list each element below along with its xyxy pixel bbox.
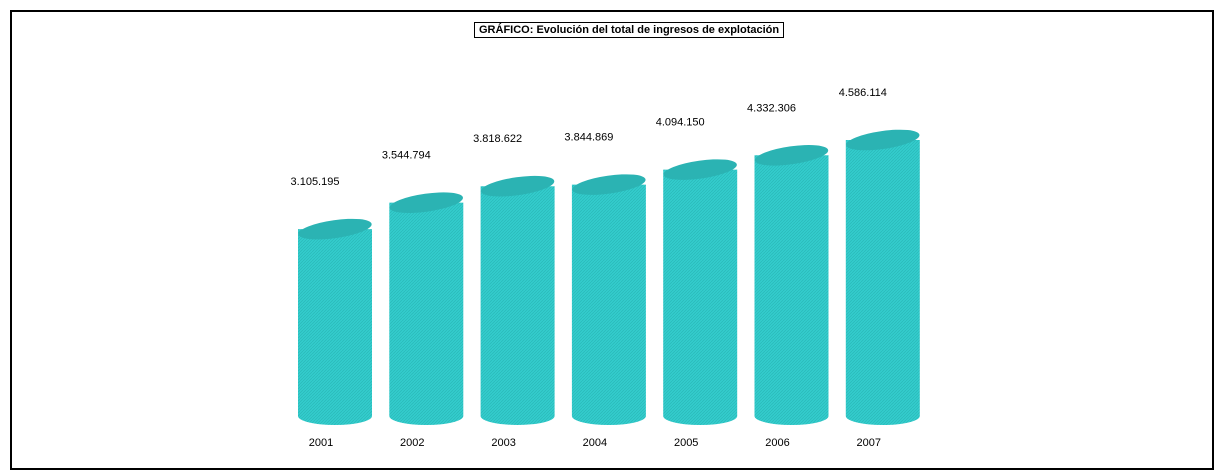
- bar-2002: [389, 192, 464, 425]
- data-label-2007: 4.586.114: [839, 87, 887, 99]
- chart-plot: 3.105.195 2001 3.544.794 2002 3.818.622 2003 3…: [291, 87, 920, 449]
- bar-2001: [298, 218, 372, 425]
- bar-top: [663, 159, 737, 180]
- bar-body: [571, 184, 646, 425]
- x-tick-label-2006: 2006: [765, 437, 789, 449]
- bar-2005: [663, 159, 738, 425]
- bar-2006: [754, 144, 829, 425]
- bar-body: [663, 169, 738, 425]
- x-tick-label-2003: 2003: [491, 437, 515, 449]
- chart-title: GRÁFICO: Evolución del total de ingresos…: [474, 22, 785, 38]
- bar-body: [480, 186, 555, 425]
- data-label-2002: 3.544.794: [382, 150, 431, 162]
- data-label-2001: 3.105.195: [291, 176, 340, 188]
- x-tick-label-2005: 2005: [674, 437, 698, 449]
- bar-top: [480, 175, 555, 197]
- x-tick-label-2002: 2002: [400, 437, 424, 449]
- bar-body: [389, 202, 464, 425]
- bar-body: [845, 140, 920, 425]
- bar-top: [754, 144, 829, 166]
- data-label-2006: 4.332.306: [747, 102, 796, 114]
- bar-body: [754, 155, 829, 425]
- bar-body: [298, 229, 372, 425]
- x-tick-label-2001: 2001: [309, 437, 333, 449]
- bar-top: [846, 129, 920, 151]
- bar-2003: [480, 175, 555, 425]
- bar-2007: [845, 129, 920, 425]
- x-tick-label-2004: 2004: [583, 437, 607, 449]
- bar-2004: [571, 174, 646, 425]
- bar-top: [572, 174, 646, 195]
- bar-top: [298, 218, 372, 240]
- bar-top: [389, 192, 463, 213]
- data-label-2005: 4.094.150: [656, 117, 705, 129]
- x-tick-label-2007: 2007: [857, 437, 881, 449]
- data-label-2004: 3.844.869: [564, 132, 613, 144]
- data-label-2003: 3.818.622: [473, 133, 522, 145]
